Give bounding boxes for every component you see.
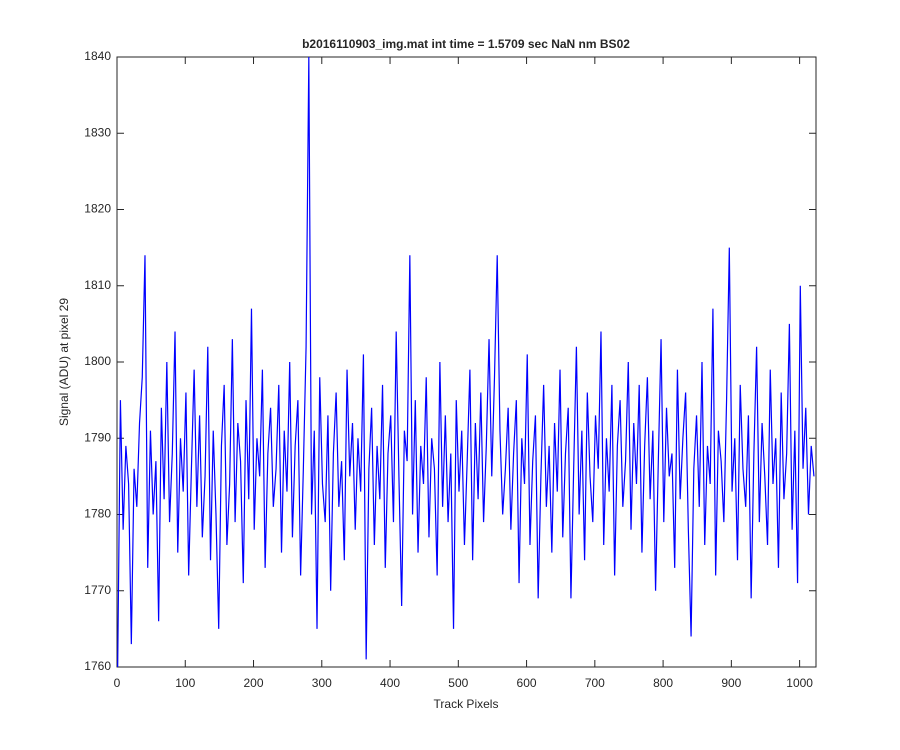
x-tick-label: 100 xyxy=(175,676,195,690)
plot-box xyxy=(116,56,817,668)
y-tick-label: 1790 xyxy=(84,430,111,444)
y-tick-label: 1780 xyxy=(84,507,111,521)
y-tick-label: 1820 xyxy=(84,202,111,216)
x-tick-label: 600 xyxy=(517,676,537,690)
x-tick-label: 200 xyxy=(244,676,264,690)
y-tick-label: 1810 xyxy=(84,278,111,292)
y-tick-label: 1760 xyxy=(84,659,111,673)
x-tick-label: 500 xyxy=(448,676,468,690)
x-tick-label: 0 xyxy=(114,676,121,690)
x-tick-label: 700 xyxy=(585,676,605,690)
signal-line xyxy=(117,57,815,667)
y-tick-label: 1830 xyxy=(84,125,111,139)
x-tick-label: 800 xyxy=(653,676,673,690)
x-tick-label: 1000 xyxy=(786,676,813,690)
chart-title: b2016110903_img.mat int time = 1.5709 se… xyxy=(302,37,630,51)
x-tick-label: 400 xyxy=(380,676,400,690)
y-tick-label: 1800 xyxy=(84,354,111,368)
x-axis-label: Track Pixels xyxy=(434,697,499,711)
y-axis-label: Signal (ADU) at pixel 29 xyxy=(57,298,71,426)
x-tick-label: 300 xyxy=(312,676,332,690)
x-tick-label: 900 xyxy=(721,676,741,690)
y-tick-label: 1770 xyxy=(84,583,111,597)
y-tick-label: 1840 xyxy=(84,49,111,63)
